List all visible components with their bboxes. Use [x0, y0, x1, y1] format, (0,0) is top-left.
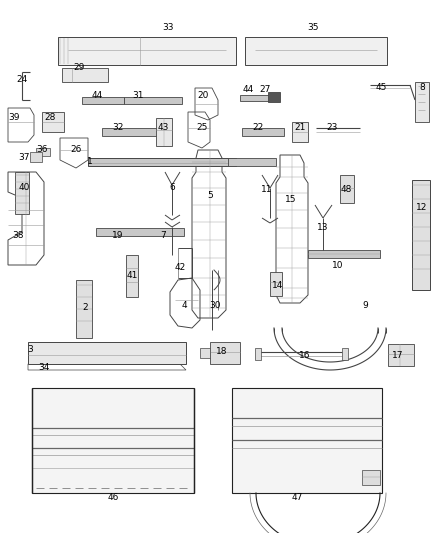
- Text: 15: 15: [285, 196, 297, 205]
- Text: 8: 8: [419, 84, 425, 93]
- Bar: [15, 172, 29, 214]
- Text: 39: 39: [8, 114, 20, 123]
- Text: 13: 13: [317, 223, 329, 232]
- Text: 5: 5: [207, 190, 213, 199]
- Bar: [242, 128, 284, 136]
- Bar: [342, 348, 348, 360]
- Text: 48: 48: [340, 185, 352, 195]
- Bar: [62, 68, 108, 82]
- Bar: [58, 37, 236, 65]
- Text: 21: 21: [294, 124, 306, 133]
- Text: 37: 37: [18, 154, 30, 163]
- Text: 14: 14: [272, 280, 284, 289]
- Text: 30: 30: [209, 301, 221, 310]
- Bar: [88, 158, 236, 166]
- Text: 9: 9: [362, 301, 368, 310]
- Bar: [96, 228, 184, 236]
- Bar: [270, 272, 282, 296]
- Bar: [42, 112, 64, 132]
- Bar: [36, 148, 50, 156]
- Bar: [240, 95, 270, 101]
- Text: 18: 18: [216, 348, 228, 357]
- Bar: [255, 348, 261, 360]
- Bar: [124, 97, 182, 104]
- Bar: [156, 118, 172, 146]
- Text: 1: 1: [87, 157, 93, 166]
- Text: 42: 42: [174, 263, 186, 272]
- Text: 3: 3: [27, 345, 33, 354]
- Bar: [126, 255, 138, 297]
- Text: 35: 35: [307, 23, 319, 33]
- Bar: [232, 388, 382, 493]
- Text: 40: 40: [18, 183, 30, 192]
- Text: 44: 44: [242, 85, 254, 94]
- Bar: [292, 122, 308, 142]
- Bar: [228, 158, 276, 166]
- Bar: [362, 470, 380, 485]
- Text: 12: 12: [416, 204, 427, 213]
- Text: 47: 47: [291, 494, 303, 503]
- Text: 46: 46: [107, 494, 119, 503]
- Text: 45: 45: [375, 84, 387, 93]
- Text: 43: 43: [157, 124, 169, 133]
- Bar: [30, 152, 42, 162]
- Text: 44: 44: [92, 91, 102, 100]
- Text: 29: 29: [73, 63, 85, 72]
- Bar: [308, 250, 380, 258]
- Text: 7: 7: [160, 230, 166, 239]
- Text: 27: 27: [259, 85, 271, 94]
- Text: 22: 22: [252, 124, 264, 133]
- Text: 19: 19: [112, 230, 124, 239]
- Text: 41: 41: [126, 271, 138, 279]
- Text: 6: 6: [169, 183, 175, 192]
- Text: 25: 25: [196, 124, 208, 133]
- Text: 31: 31: [132, 91, 144, 100]
- Bar: [102, 128, 160, 136]
- Text: 34: 34: [38, 362, 49, 372]
- Bar: [28, 342, 186, 364]
- Bar: [82, 97, 124, 104]
- Bar: [32, 388, 194, 493]
- Text: 33: 33: [162, 23, 174, 33]
- Bar: [415, 82, 429, 122]
- Text: 24: 24: [16, 76, 28, 85]
- Bar: [200, 348, 210, 358]
- Text: 36: 36: [36, 146, 48, 155]
- Text: 16: 16: [299, 351, 311, 359]
- Text: 28: 28: [44, 114, 56, 123]
- Text: 26: 26: [71, 146, 82, 155]
- Bar: [388, 344, 414, 366]
- Bar: [340, 175, 354, 203]
- Bar: [268, 92, 280, 102]
- Text: 10: 10: [332, 261, 344, 270]
- Text: 11: 11: [261, 185, 273, 195]
- Bar: [245, 37, 387, 65]
- Text: 20: 20: [197, 91, 208, 100]
- Text: 4: 4: [181, 301, 187, 310]
- Text: 23: 23: [326, 124, 338, 133]
- Bar: [76, 280, 92, 338]
- Text: 17: 17: [392, 351, 404, 359]
- Text: 2: 2: [82, 303, 88, 312]
- Text: 32: 32: [112, 124, 124, 133]
- Bar: [412, 180, 430, 290]
- Bar: [210, 342, 240, 364]
- Text: 38: 38: [12, 230, 24, 239]
